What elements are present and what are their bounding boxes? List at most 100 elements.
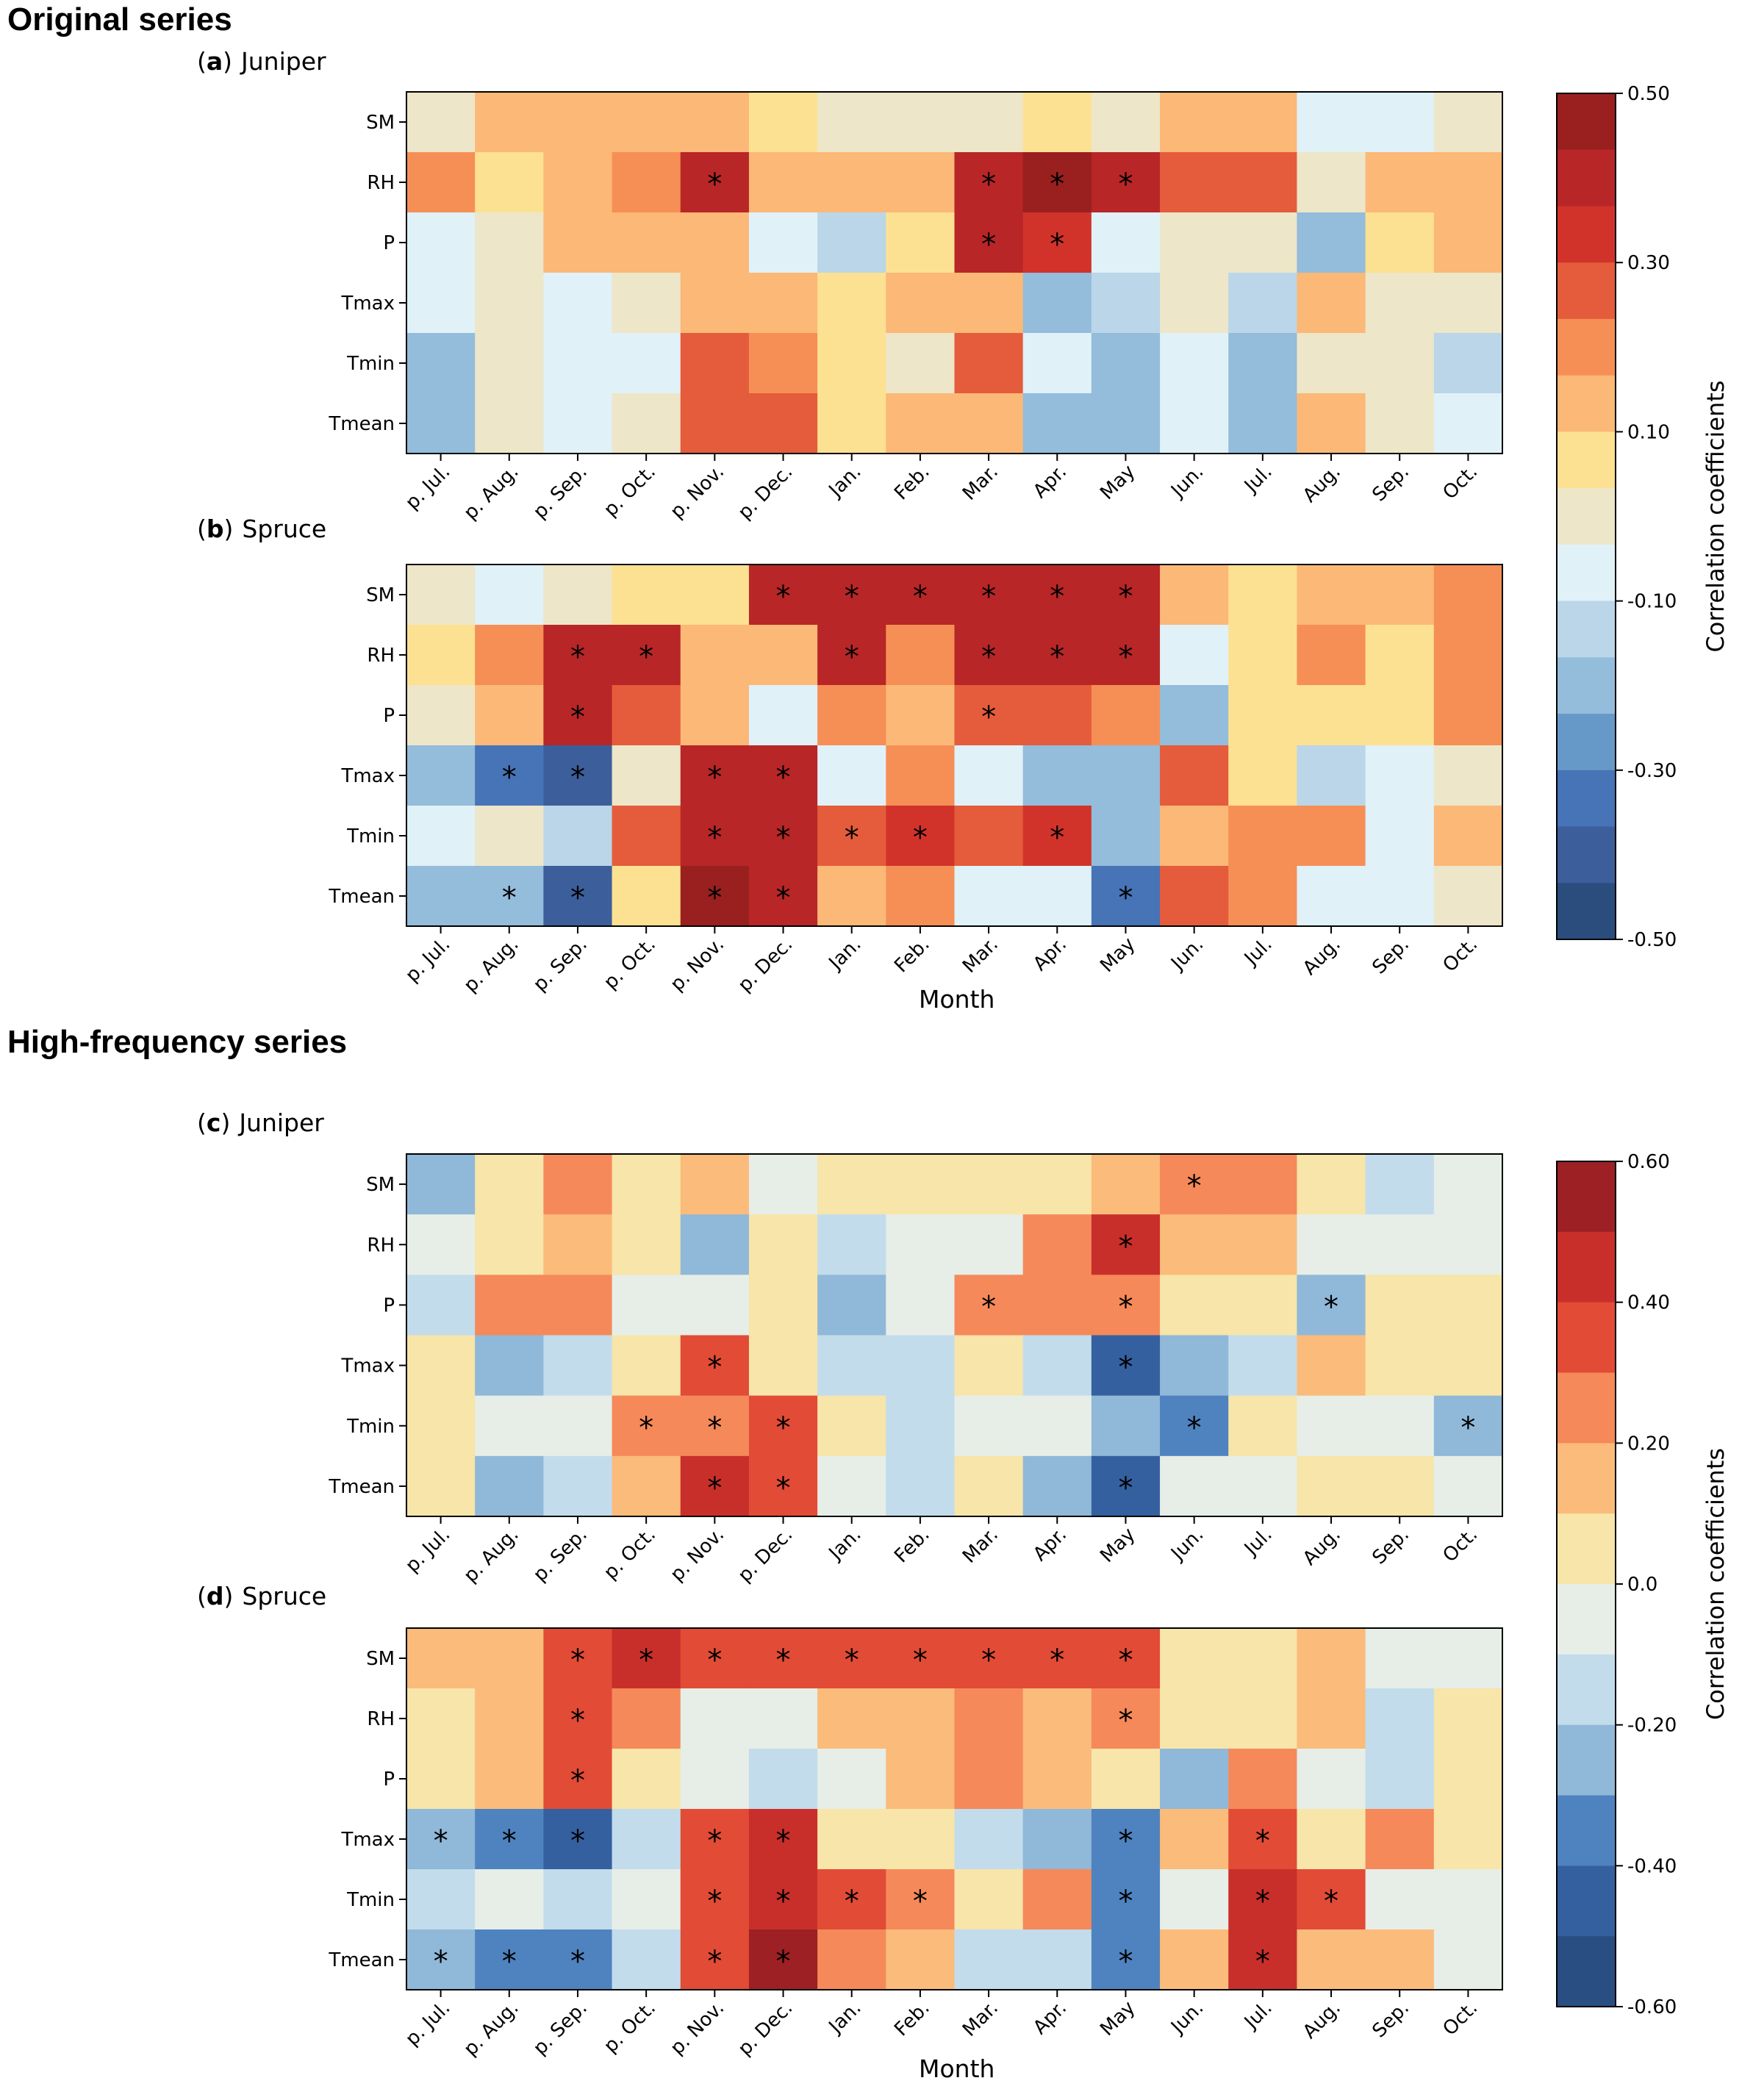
heatmap-cell: [406, 273, 476, 334]
significance-marker: *: [1118, 1704, 1133, 1738]
heatmap-cell: [886, 685, 956, 746]
heatmap-cell: [886, 806, 956, 867]
significance-marker: *: [1118, 1644, 1133, 1677]
heatmap-cell: [1228, 393, 1298, 454]
significance-marker: *: [913, 1644, 928, 1677]
heatmap-cell: [1091, 212, 1161, 273]
colorbar-tick-label: -0.40: [1627, 1855, 1677, 1877]
heatmap-cell: [1022, 333, 1092, 394]
heatmap-cell: [817, 92, 886, 153]
heatmap-cell: [886, 1628, 956, 1689]
significance-marker: *: [1187, 1169, 1202, 1203]
heatmap-cell: [680, 1688, 750, 1749]
heatmap-cell: [1228, 333, 1298, 394]
heatmap-cell: [612, 333, 681, 394]
heatmap-cell: [748, 92, 818, 153]
colorbar-segment: [1557, 488, 1616, 545]
heatmap-cell: [406, 1455, 476, 1517]
colorbar-original: 0.50 0.30 0.10 -0.10 -0.30 -0.50 Correlation c…: [1556, 83, 1730, 951]
heatmap-cell: [1433, 1809, 1503, 1870]
heatmap-panel-b: * * * * * * * * * * * * * * * * * * * * * * * * * * * * SM RH P Tmax Tmi…: [328, 564, 1503, 997]
y-tick-label: P: [383, 1768, 395, 1791]
heatmap-cell: [1160, 92, 1229, 153]
heatmap-cell: [543, 1628, 613, 1689]
significance-marker: *: [707, 1885, 722, 1918]
heatmap-cell: [475, 866, 544, 927]
significance-marker: *: [845, 1644, 859, 1677]
heatmap-cell: [748, 152, 818, 213]
heatmap-cell: [475, 685, 544, 746]
significance-marker: *: [1324, 1290, 1338, 1324]
heatmap-cell: [680, 1335, 750, 1397]
heatmap-cell: [1091, 1929, 1161, 1990]
heatmap-cell: [817, 1335, 886, 1397]
heatmap-cell: [1228, 1214, 1298, 1275]
y-tick-label: Tmean: [328, 886, 395, 908]
heatmap-cell: [1091, 1628, 1161, 1689]
heatmap-cell: [817, 273, 886, 334]
heatmap-cell: [1228, 685, 1298, 746]
heatmap-cell: [1160, 1749, 1229, 1810]
heatmap-cell: [1022, 393, 1092, 454]
heatmap-cell: [1365, 685, 1435, 746]
heatmap-cell: [1433, 1628, 1503, 1689]
heatmap-cell: [748, 1869, 818, 1930]
significance-marker: *: [1050, 580, 1064, 614]
heatmap-cell: [406, 1214, 476, 1275]
heatmap-cell: [1433, 1275, 1503, 1336]
heatmap-cell: [954, 212, 1024, 273]
y-tick-label: SM: [366, 1648, 395, 1670]
colorbar-segment: [1557, 1302, 1616, 1374]
significance-marker: *: [981, 168, 996, 201]
heatmap-cell: [543, 1688, 613, 1749]
heatmap-cell: [954, 565, 1024, 626]
significance-marker: *: [570, 1945, 585, 1979]
heatmap-cell: [1160, 806, 1229, 867]
heatmap-cell: [954, 92, 1024, 153]
significance-marker: *: [434, 1945, 448, 1979]
heatmap-cell: [406, 806, 476, 867]
heatmap-cell: [1365, 1869, 1435, 1930]
heatmap-cell: [954, 685, 1024, 746]
significance-marker: *: [502, 1824, 517, 1858]
significance-marker: *: [1118, 1351, 1133, 1385]
heatmap-cell: [886, 1869, 956, 1930]
heatmap-cell: [1022, 1869, 1092, 1930]
heatmap-cell: [1365, 1628, 1435, 1689]
heatmap-cell: [1297, 1688, 1366, 1749]
heatmap-cell: [1091, 92, 1161, 153]
heatmap-cell: [475, 92, 544, 153]
heatmap-cell: [406, 152, 476, 213]
significance-marker: *: [776, 1945, 791, 1979]
heatmap-cell: [1433, 212, 1503, 273]
heatmap-cell: [1297, 1395, 1366, 1457]
colorbar-segment: [1557, 262, 1616, 320]
colorbar-label: Correlation coefficients: [1702, 1448, 1730, 1720]
colorbar-segment: [1557, 1866, 1616, 1937]
heatmap-cell: [1433, 1154, 1503, 1215]
significance-marker: *: [639, 1644, 653, 1677]
heatmap-cell: [475, 152, 544, 213]
heatmap-cell: [817, 1869, 886, 1930]
heatmap-cell: [1228, 1455, 1298, 1517]
heatmap-cell: [1297, 212, 1366, 273]
heatmap-cell: [748, 745, 818, 806]
x-axis-label-b: Month: [919, 985, 995, 1014]
significance-marker: *: [776, 881, 791, 915]
significance-marker: *: [707, 881, 722, 915]
heatmap-cell: [406, 1749, 476, 1810]
heatmap-cell: [475, 1154, 544, 1215]
heatmap-cell: [748, 565, 818, 626]
heatmap-cell: [886, 1749, 956, 1810]
colorbar-segment: [1557, 1161, 1616, 1233]
heatmap-cell: [886, 1214, 956, 1275]
y-tick-label: SM: [366, 584, 395, 606]
heatmap-cell: [1091, 685, 1161, 746]
heatmap-cell: [680, 1154, 750, 1215]
significance-marker: *: [707, 1945, 722, 1979]
colorbar-segment: [1557, 601, 1616, 658]
heatmap-cell: [817, 745, 886, 806]
heatmap-cell: [886, 1929, 956, 1990]
panel-label-d: (d) Spruce: [197, 1582, 327, 1610]
